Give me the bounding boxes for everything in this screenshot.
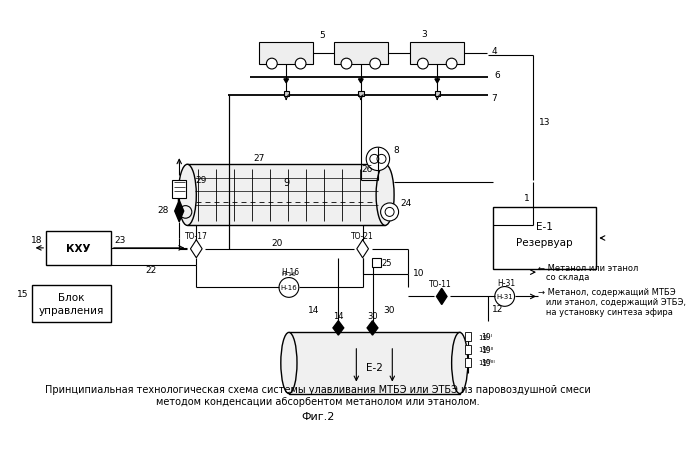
Text: Н-31: Н-31 xyxy=(496,294,513,300)
Text: 4: 4 xyxy=(491,46,497,56)
Text: 12: 12 xyxy=(492,304,503,313)
Circle shape xyxy=(417,59,428,70)
Text: Н-16: Н-16 xyxy=(282,271,296,276)
Bar xyxy=(334,43,388,64)
Text: 24: 24 xyxy=(400,199,412,208)
Text: 20: 20 xyxy=(271,239,283,247)
Bar xyxy=(358,91,363,97)
Text: 27: 27 xyxy=(254,153,265,162)
Polygon shape xyxy=(435,80,440,84)
Polygon shape xyxy=(367,321,378,336)
Text: управления: управления xyxy=(38,305,104,315)
Circle shape xyxy=(366,148,389,171)
Bar xyxy=(493,207,596,270)
Text: или этанол, содержащий ЭТБЭ,: или этанол, содержащий ЭТБЭ, xyxy=(538,298,686,307)
Text: 29: 29 xyxy=(196,176,207,185)
Text: Е-2: Е-2 xyxy=(366,363,383,373)
Bar xyxy=(465,333,470,341)
Text: 30: 30 xyxy=(367,311,378,320)
Text: ТО-11: ТО-11 xyxy=(428,280,452,289)
Bar xyxy=(284,91,289,97)
Text: 19ᴵᴵ: 19ᴵᴵ xyxy=(479,347,490,353)
Text: Блок: Блок xyxy=(58,293,85,302)
Text: 7: 7 xyxy=(491,94,497,103)
Text: 9: 9 xyxy=(283,178,289,188)
Text: 28: 28 xyxy=(157,205,168,214)
Text: ТО-21: ТО-21 xyxy=(352,231,374,240)
Text: 26: 26 xyxy=(361,165,373,174)
Bar xyxy=(410,43,464,64)
Text: Н-16: Н-16 xyxy=(280,285,297,291)
Bar xyxy=(372,258,381,267)
Bar xyxy=(465,345,470,354)
Bar xyxy=(187,165,385,226)
Polygon shape xyxy=(436,289,447,305)
Text: Е-1: Е-1 xyxy=(536,222,553,232)
Polygon shape xyxy=(333,321,344,336)
Bar xyxy=(31,285,111,323)
Circle shape xyxy=(279,278,298,298)
Text: 3: 3 xyxy=(421,29,426,39)
Text: 18: 18 xyxy=(31,236,43,245)
Circle shape xyxy=(341,59,352,70)
Text: → Метанол, содержащий МТБЭ: → Метанол, содержащий МТБЭ xyxy=(538,288,675,297)
Text: 23: 23 xyxy=(114,236,126,245)
Text: 19ᴵᴵᴵ: 19ᴵᴵᴵ xyxy=(482,358,495,367)
Text: ТО-17: ТО-17 xyxy=(185,231,208,240)
Text: со склада: со склада xyxy=(538,273,589,281)
Text: 19ᴵᴵᴵ: 19ᴵᴵᴵ xyxy=(479,359,491,365)
Text: 14: 14 xyxy=(308,306,319,315)
Bar xyxy=(172,180,187,198)
Ellipse shape xyxy=(281,333,297,394)
Text: Н-16: Н-16 xyxy=(282,267,300,276)
Text: 25: 25 xyxy=(382,258,392,267)
Ellipse shape xyxy=(452,333,468,394)
Bar xyxy=(289,333,460,394)
Text: 30: 30 xyxy=(383,306,394,315)
Text: 6: 6 xyxy=(494,71,500,80)
Text: ← Метанол или этанол: ← Метанол или этанол xyxy=(538,263,638,273)
Text: 15: 15 xyxy=(17,290,29,299)
Ellipse shape xyxy=(178,165,196,226)
Circle shape xyxy=(446,59,457,70)
Text: 5: 5 xyxy=(319,31,325,40)
Polygon shape xyxy=(359,80,363,84)
Text: Резервуар: Резервуар xyxy=(517,238,573,248)
Circle shape xyxy=(295,59,306,70)
Circle shape xyxy=(266,59,278,70)
Text: 14: 14 xyxy=(333,311,344,320)
Text: 1: 1 xyxy=(524,194,530,202)
Text: Н-31: Н-31 xyxy=(498,278,516,287)
Circle shape xyxy=(370,59,381,70)
Ellipse shape xyxy=(376,165,394,226)
Circle shape xyxy=(381,203,398,221)
Bar xyxy=(435,91,440,97)
Bar xyxy=(46,231,111,265)
Text: на установку синтеза эфира: на установку синтеза эфира xyxy=(538,308,673,317)
Text: 13: 13 xyxy=(539,118,550,126)
Polygon shape xyxy=(284,80,289,84)
Text: 19ᴵ: 19ᴵ xyxy=(479,334,489,340)
Bar xyxy=(465,358,470,367)
Text: КХУ: КХУ xyxy=(66,243,91,253)
Text: Фиг.2: Фиг.2 xyxy=(301,411,334,421)
Circle shape xyxy=(495,287,514,307)
Text: методом конденсации абсорбентом метанолом или этанолом.: методом конденсации абсорбентом метаноло… xyxy=(156,396,480,406)
Polygon shape xyxy=(175,201,184,222)
Text: 19ᴵᴵ: 19ᴵᴵ xyxy=(482,345,493,354)
Text: 19ᴵ: 19ᴵ xyxy=(482,333,492,341)
Bar xyxy=(259,43,313,64)
Text: 10: 10 xyxy=(413,268,424,277)
Text: 8: 8 xyxy=(393,146,398,155)
Text: 22: 22 xyxy=(145,265,157,274)
Text: Принципиальная технологическая схема системы улавливания МТБЭ или ЭТБЭ из парово: Принципиальная технологическая схема сис… xyxy=(45,384,591,394)
